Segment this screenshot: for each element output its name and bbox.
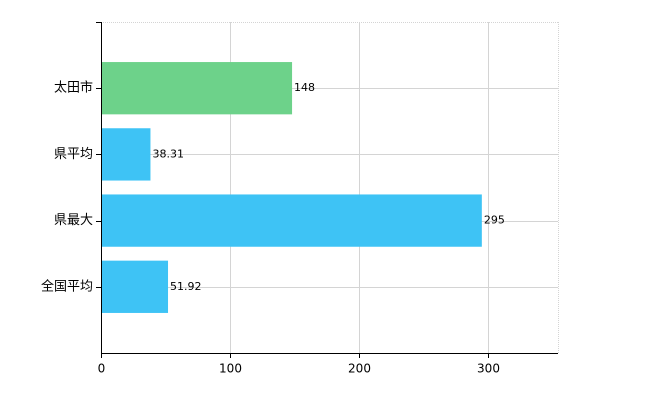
y-tick-label: 太田市 bbox=[54, 80, 93, 96]
x-tick-label: 0 bbox=[98, 362, 106, 376]
bar bbox=[101, 128, 151, 181]
bar bbox=[101, 194, 482, 247]
x-tick-label: 100 bbox=[219, 362, 242, 376]
x-tick-label: 300 bbox=[477, 362, 500, 376]
bar bbox=[101, 260, 169, 313]
value-label: 148 bbox=[294, 81, 315, 94]
x-tick-label: 200 bbox=[348, 362, 371, 376]
y-tick-label: 県平均 bbox=[54, 147, 93, 162]
y-tick-label: 県最大 bbox=[54, 213, 93, 228]
value-label: 51.92 bbox=[170, 280, 202, 293]
value-label: 38.31 bbox=[152, 147, 184, 160]
y-tick-label: 全国平均 bbox=[41, 278, 93, 294]
bar bbox=[101, 62, 293, 115]
value-label: 295 bbox=[484, 214, 505, 227]
